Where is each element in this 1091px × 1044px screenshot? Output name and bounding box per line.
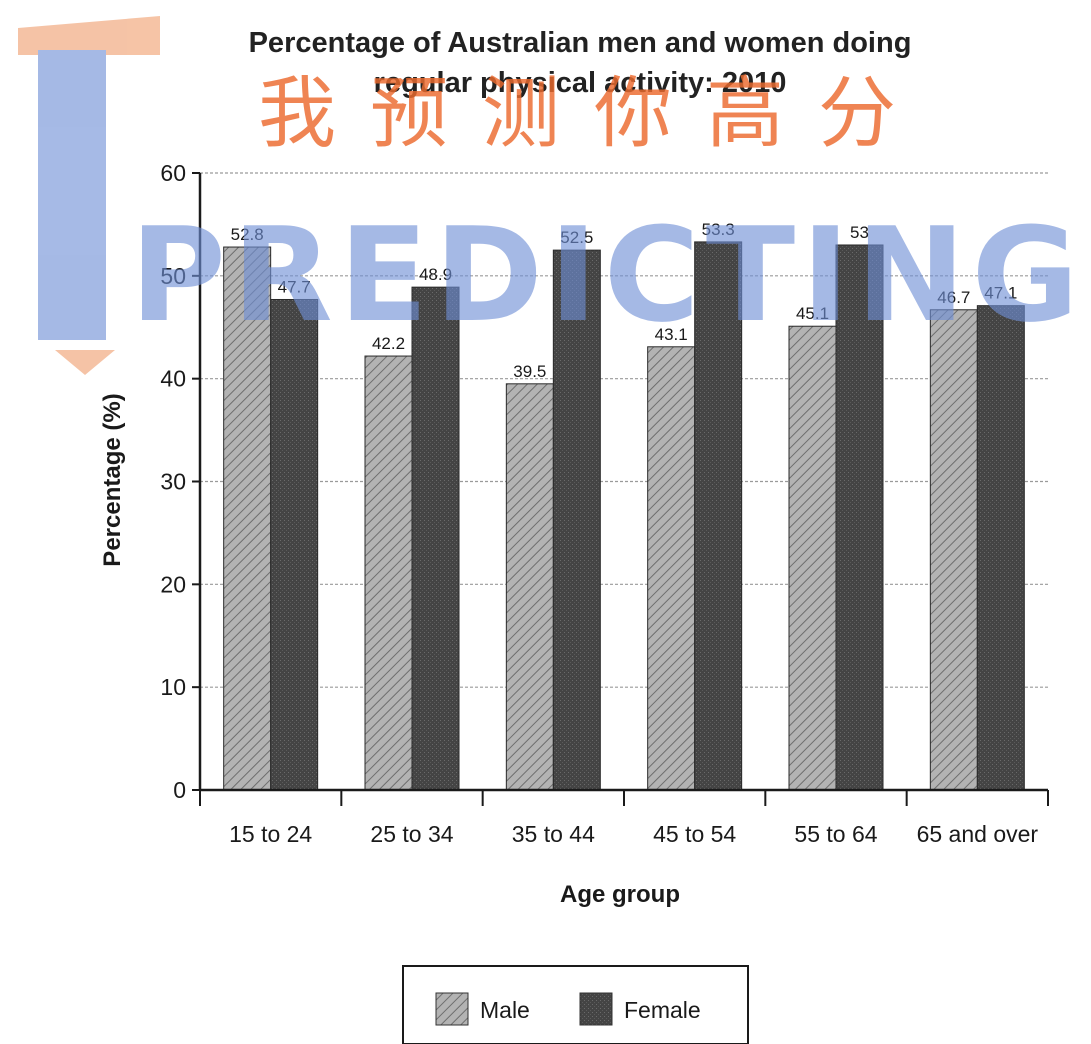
legend-label-male: Male [480,997,530,1023]
legend-swatch-female [579,992,613,1026]
data-label-female: 47.7 [278,277,311,296]
legend-swatch-male [435,992,469,1026]
data-label-female: 52.5 [560,228,593,247]
watermark-english-text: PREDICTING [130,199,1085,351]
bar-female [835,244,884,791]
data-label-male: 46.7 [937,288,970,307]
data-label-male: 42.2 [372,334,405,353]
data-label-male: 39.5 [513,362,546,381]
y-axis-label: Percentage (%) [99,393,126,566]
bar-female [270,298,319,791]
gridlines [192,172,1048,791]
bar-male [364,355,413,791]
y-tick-label: 50 [160,263,186,289]
bar-male [929,309,978,791]
watermark-logo-icon [18,16,160,375]
legend: Male Female [402,965,749,1044]
y-tick-label: 60 [160,160,186,186]
bars [223,241,1025,791]
data-label-female: 53.3 [702,220,735,239]
data-labels: 52.8 47.7 42.2 48.9 39.5 52.5 43.1 53.3 45.1 53 46… [231,220,1018,381]
data-label-male: 43.1 [655,325,688,344]
x-category-label: 35 to 44 [512,821,595,847]
x-category-labels: 15 to 24 25 to 34 35 to 44 45 to 54 55 to 64… [199,790,1049,847]
x-category-label: 25 to 34 [370,821,453,847]
y-tick-label: 40 [160,366,186,392]
y-tick-label: 30 [160,469,186,495]
y-tick-label: 20 [160,571,186,597]
data-label-female: 48.9 [419,265,452,284]
legend-label-female: Female [624,997,701,1023]
data-label-male: 45.1 [796,304,829,323]
data-label-female: 53 [850,223,869,242]
x-category-label: 45 to 54 [653,821,736,847]
data-label-female: 47.1 [984,284,1017,303]
x-category-label: 15 to 24 [229,821,312,847]
bar-male [647,346,696,791]
bar-male [223,246,272,791]
bar-female [552,249,601,791]
chart-title-line-1: Percentage of Australian men and women d… [249,27,912,59]
bar-female [694,241,743,791]
x-category-label: 65 and over [917,821,1039,847]
y-tick-label: 0 [173,777,186,803]
x-axis-label: Age group [560,881,680,908]
y-tick-labels: 0 10 20 30 40 50 60 [160,160,186,803]
bar-female [976,305,1025,791]
watermark-chinese-text: 我预测你高分 [258,69,930,159]
bar-male [505,383,554,791]
bar-male [788,325,837,791]
chart-title-line-2: regular physical activity: 2010 [374,67,787,99]
bar-female [411,286,460,791]
x-category-label: 55 to 64 [794,821,877,847]
y-tick-label: 10 [160,674,186,700]
data-label-male: 52.8 [231,225,264,244]
